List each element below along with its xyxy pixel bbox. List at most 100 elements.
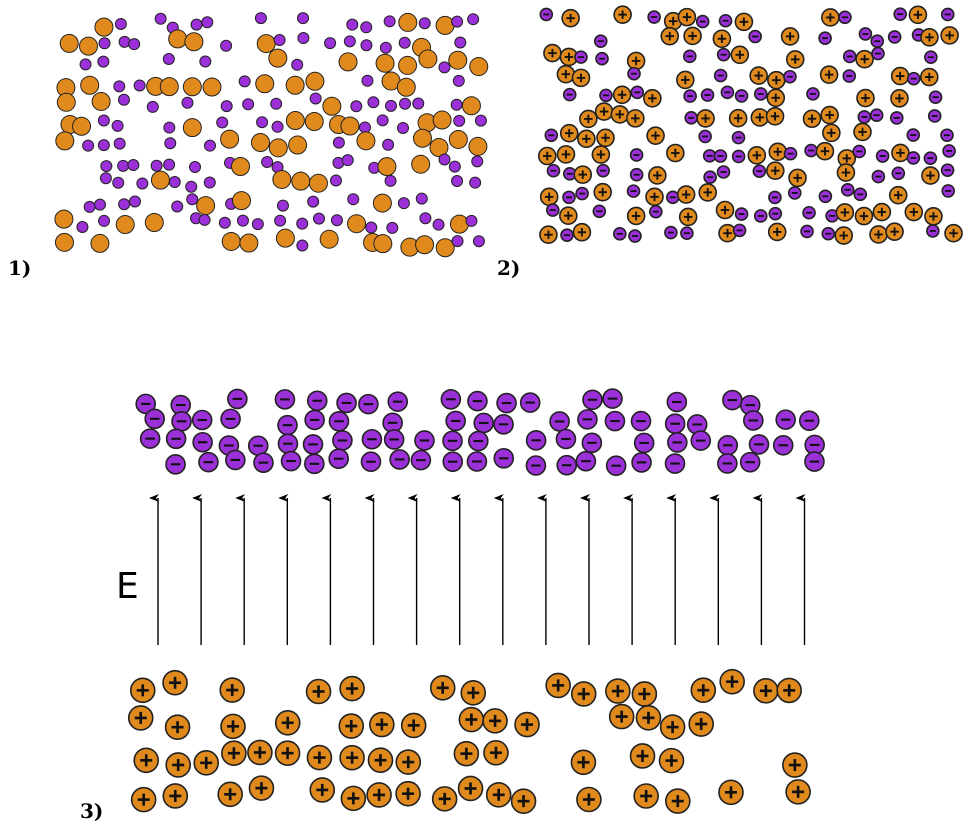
particle-body xyxy=(204,177,215,188)
small-particle xyxy=(298,13,309,24)
small-particle xyxy=(377,115,388,126)
positive-ion xyxy=(341,786,365,810)
negative-ion xyxy=(685,112,697,124)
negative-ion xyxy=(908,73,920,85)
panel-label: 3) xyxy=(80,799,103,823)
positive-ion xyxy=(614,6,631,23)
particle-body xyxy=(81,76,99,94)
particle-body xyxy=(341,117,359,135)
negative-ion xyxy=(329,412,348,431)
negative-ion xyxy=(221,409,240,428)
particle-body xyxy=(361,22,372,33)
large-particle xyxy=(462,97,480,115)
positive-ion xyxy=(891,90,908,107)
particle-body xyxy=(297,218,308,229)
positive-ion xyxy=(515,713,539,737)
small-particle xyxy=(219,217,230,228)
large-particle xyxy=(306,72,324,90)
positive-ion xyxy=(631,744,655,768)
particle-body xyxy=(347,19,358,30)
positive-ion xyxy=(644,90,661,107)
positive-ion xyxy=(459,776,483,800)
particle-body xyxy=(305,112,323,130)
positive-ion xyxy=(310,778,334,802)
particle-body xyxy=(451,99,462,110)
small-particle xyxy=(84,201,95,212)
small-particle xyxy=(470,177,481,188)
positive-ion xyxy=(789,169,806,186)
particle-body xyxy=(199,214,210,225)
negative-ion xyxy=(668,433,687,452)
large-particle xyxy=(436,239,454,257)
negative-ion xyxy=(172,412,191,431)
small-particle xyxy=(297,218,308,229)
positive-ion xyxy=(614,86,631,103)
large-particle xyxy=(251,133,269,151)
small-particle xyxy=(257,117,268,128)
positive-ion xyxy=(166,753,190,777)
negative-ion xyxy=(854,188,866,200)
negative-ion xyxy=(807,88,819,100)
particle-body xyxy=(257,117,268,128)
small-particle xyxy=(155,13,166,24)
negative-ion xyxy=(443,452,462,471)
large-particle xyxy=(449,130,467,148)
particle-body xyxy=(118,160,129,171)
positive-ion xyxy=(922,167,939,184)
small-particle xyxy=(129,196,140,207)
particle-body xyxy=(357,132,375,150)
particle-body xyxy=(91,234,109,252)
particle-body xyxy=(163,53,174,64)
particle-body xyxy=(351,101,362,112)
particle-body xyxy=(342,155,353,166)
particle-body xyxy=(348,215,366,233)
large-particle xyxy=(91,234,109,252)
particle-body xyxy=(183,119,201,137)
positive-ion xyxy=(777,678,801,702)
particle-body xyxy=(470,177,481,188)
negative-ion xyxy=(718,49,730,61)
negative-ion xyxy=(607,456,626,475)
negative-ion xyxy=(871,35,883,47)
small-particle xyxy=(348,194,359,205)
positive-ion xyxy=(163,784,187,808)
positive-ion xyxy=(646,188,663,205)
particle-body xyxy=(449,130,467,148)
particle-body xyxy=(60,34,78,52)
particle-body xyxy=(239,76,250,87)
positive-ion xyxy=(767,89,784,106)
particle-body xyxy=(453,75,464,86)
negative-ion xyxy=(924,152,936,164)
large-particle xyxy=(413,129,431,147)
positive-ion xyxy=(905,204,922,221)
negative-ion xyxy=(141,429,160,448)
large-particle xyxy=(233,192,251,210)
negative-ion xyxy=(563,191,575,203)
particle-body xyxy=(129,196,140,207)
positive-ion xyxy=(649,167,666,184)
large-particle xyxy=(399,13,417,31)
positive-ion xyxy=(941,27,958,44)
particle-body xyxy=(56,132,74,150)
small-particle xyxy=(128,160,139,171)
negative-ion xyxy=(650,206,662,218)
small-particle xyxy=(310,93,321,104)
negative-ion xyxy=(595,35,607,47)
positive-ion xyxy=(396,782,420,806)
positive-ion xyxy=(487,783,511,807)
particle-body xyxy=(115,18,126,29)
negative-ion xyxy=(254,453,273,472)
negative-ion xyxy=(665,227,677,239)
particle-body xyxy=(450,215,468,233)
positive-ion xyxy=(340,746,364,770)
negative-ion xyxy=(684,50,696,62)
panel-separated-charges xyxy=(129,389,824,813)
particle-body xyxy=(98,115,109,126)
large-particle xyxy=(221,130,239,148)
particle-body xyxy=(361,40,372,51)
particle-body xyxy=(378,158,396,176)
large-particle xyxy=(197,197,215,215)
positive-ion xyxy=(677,71,694,88)
positive-ion xyxy=(572,682,596,706)
particle-body xyxy=(255,13,266,24)
